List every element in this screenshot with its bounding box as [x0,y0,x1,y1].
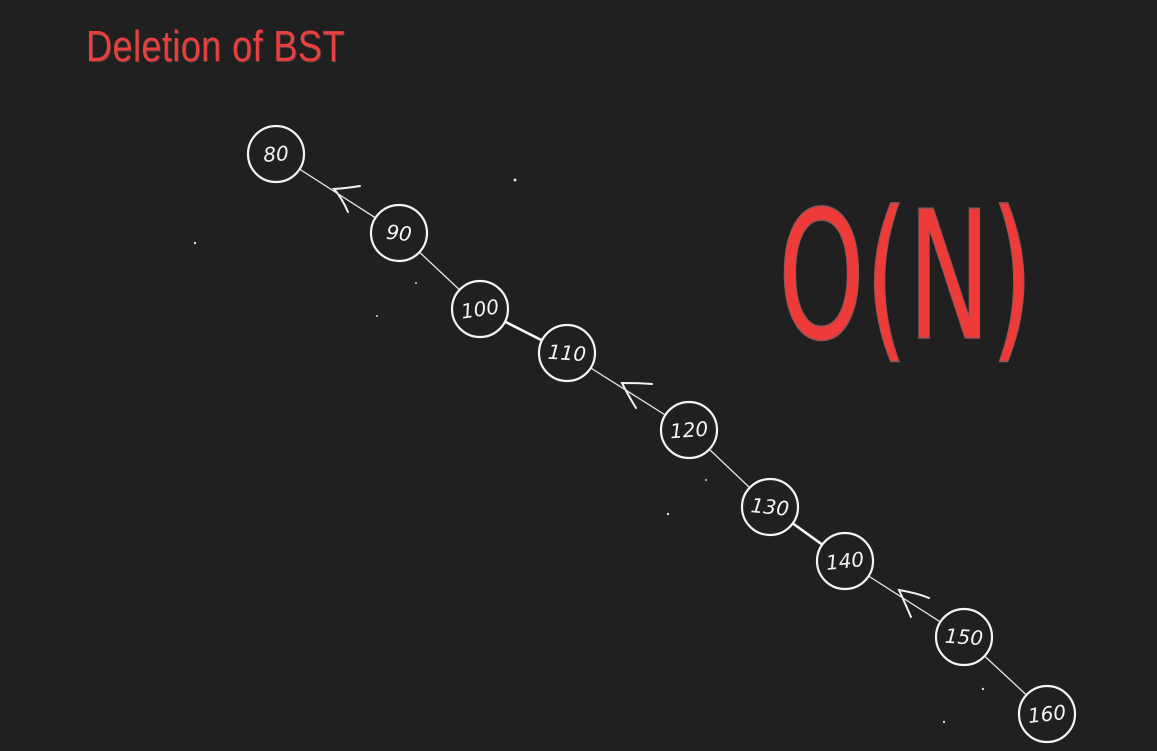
node-value: 160 [1027,700,1067,728]
time-complexity-label: O(N) [778,173,1034,380]
node-value: 150 [944,624,984,651]
node-circle [537,323,597,383]
node-value: 140 [825,547,865,575]
tree-node-160: 160 [1017,684,1077,744]
node-circle [1017,684,1077,744]
tree-nodes: 80 90 100 110 120 130 140 150 160 [246,124,1077,744]
arrow-icon [331,185,361,213]
node-circle [450,279,510,339]
tree-node-110: 110 [537,323,597,383]
tree-node-120: 120 [659,400,719,460]
slide-title: Deletion of BST [86,22,345,71]
direction-arrows [331,185,930,618]
tree-node-80: 80 [246,124,306,184]
node-value: 80 [262,141,289,167]
node-value: 110 [547,340,587,367]
node-circle [934,607,994,667]
tree-node-100: 100 [450,279,510,339]
stray-marks [193,178,985,724]
node-value: 120 [669,417,709,444]
node-value: 130 [750,493,790,521]
tree-node-150: 150 [934,607,994,667]
node-circle [815,531,875,591]
node-value: 90 [385,220,413,247]
arrow-icon [897,588,930,618]
node-circle [369,203,429,263]
node-value: 100 [459,294,500,323]
node-circle [246,124,306,184]
node-circle [740,477,800,537]
node-circle [659,400,719,460]
arrow-icon [620,381,653,409]
tree-node-130: 130 [740,477,800,537]
tree-node-90: 90 [369,203,429,263]
tree-node-140: 140 [815,531,875,591]
